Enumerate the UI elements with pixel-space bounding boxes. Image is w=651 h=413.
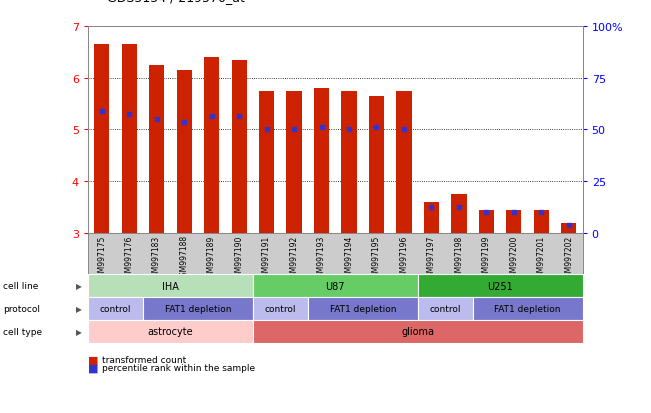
Bar <box>561 223 577 233</box>
Text: FAT1 depletion: FAT1 depletion <box>494 304 561 313</box>
Bar <box>314 89 329 233</box>
Bar <box>94 45 109 233</box>
Text: astrocyte: astrocyte <box>148 326 193 337</box>
Text: transformed count: transformed count <box>102 355 186 364</box>
Text: IHA: IHA <box>162 281 179 291</box>
Text: ▶: ▶ <box>76 282 82 290</box>
Text: cell type: cell type <box>3 327 42 336</box>
Text: FAT1 depletion: FAT1 depletion <box>329 304 396 313</box>
Text: ▶: ▶ <box>76 327 82 336</box>
Text: control: control <box>430 304 461 313</box>
Text: ■: ■ <box>88 354 98 364</box>
Bar <box>396 91 411 233</box>
Text: U87: U87 <box>326 281 345 291</box>
Text: FAT1 depletion: FAT1 depletion <box>165 304 231 313</box>
Bar <box>176 71 191 233</box>
Bar <box>424 202 439 233</box>
Text: GDS5154 / 219570_at: GDS5154 / 219570_at <box>107 0 245 4</box>
Text: glioma: glioma <box>401 326 434 337</box>
Bar <box>534 210 549 233</box>
Text: ■: ■ <box>88 363 98 373</box>
Bar <box>506 210 521 233</box>
Bar <box>232 60 247 233</box>
Bar <box>341 91 357 233</box>
Text: percentile rank within the sample: percentile rank within the sample <box>102 363 255 372</box>
Bar <box>451 195 467 233</box>
Bar <box>204 58 219 233</box>
Bar <box>369 97 384 233</box>
Bar <box>149 66 164 233</box>
Bar <box>259 91 274 233</box>
Text: protocol: protocol <box>3 304 40 313</box>
Bar <box>122 45 137 233</box>
Text: U251: U251 <box>488 281 513 291</box>
Text: control: control <box>264 304 296 313</box>
Bar <box>479 210 494 233</box>
Text: control: control <box>100 304 131 313</box>
Text: cell line: cell line <box>3 282 38 290</box>
Bar <box>286 91 301 233</box>
Text: ▶: ▶ <box>76 304 82 313</box>
